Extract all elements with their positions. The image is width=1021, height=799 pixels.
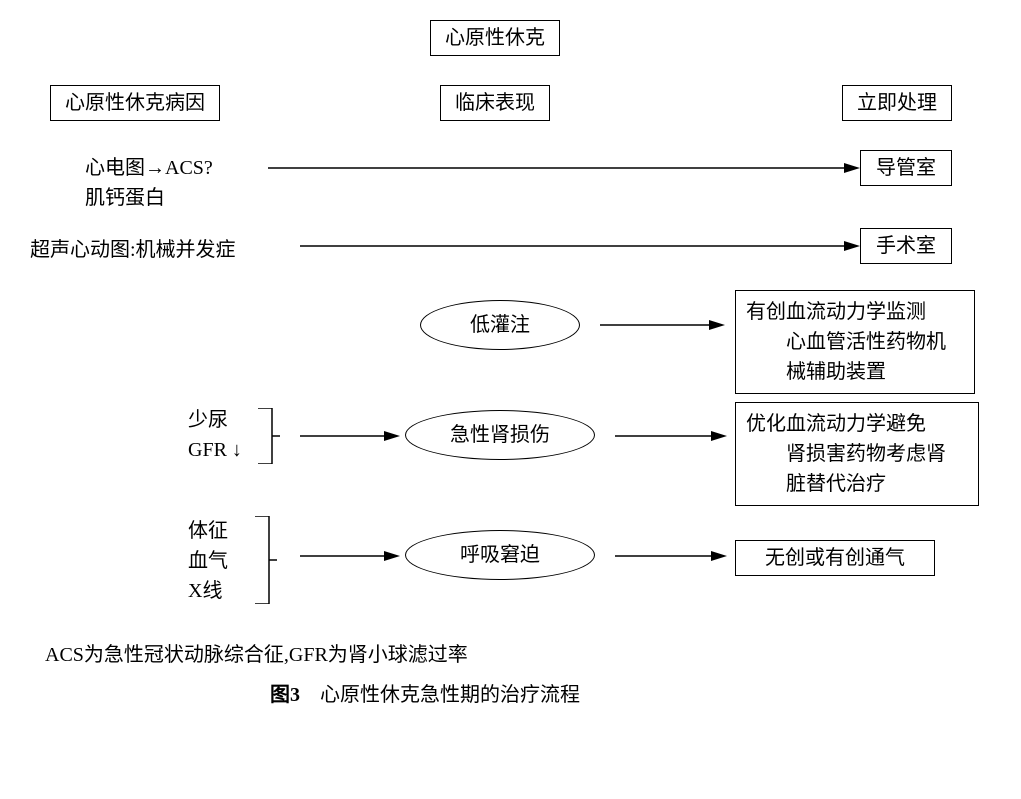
row3-arrow — [600, 317, 725, 333]
row4-right-line2: 肾损害药物考虑肾 — [746, 439, 968, 469]
row1-arrow — [268, 160, 860, 176]
row5-center-label: 呼吸窘迫 — [460, 541, 540, 569]
row4-right-line1: 优化血流动力学避免 — [746, 409, 968, 439]
row3-center-label: 低灌注 — [470, 311, 530, 339]
row2-left-label: 超声心动图:机械并发症 — [30, 239, 236, 261]
row4-bracket-icon — [258, 408, 280, 464]
row1-right-box: 导管室 — [860, 150, 952, 186]
row5-bracket-icon — [255, 516, 277, 604]
row5-center-ellipse: 呼吸窘迫 — [405, 530, 595, 580]
row3-center-ellipse: 低灌注 — [420, 300, 580, 350]
caption-prefix: 图3 — [270, 684, 300, 706]
header-right-label: 立即处理 — [857, 89, 937, 117]
header-left: 心原性休克病因 — [50, 85, 220, 121]
footnote-text: ACS为急性冠状动脉综合征,GFR为肾小球滤过率 — [45, 640, 468, 670]
row5-left-text: 体征 血气 X线 — [188, 516, 228, 606]
row2-right-label: 手术室 — [876, 232, 936, 260]
row4-center-ellipse: 急性肾损伤 — [405, 410, 595, 460]
row5-arrow-left — [300, 548, 400, 564]
header-center: 临床表现 — [440, 85, 550, 121]
row2-right-box: 手术室 — [860, 228, 952, 264]
row1-left-text: 心电图→ACS? 肌钙蛋白 — [85, 153, 213, 213]
row4-left-line2: GFR ↓ — [188, 435, 242, 465]
title-label: 心原性休克 — [445, 24, 545, 52]
row5-right-box: 无创或有创通气 — [735, 540, 935, 576]
row4-left-line1: 少尿 — [188, 405, 242, 435]
header-left-label: 心原性休克病因 — [65, 89, 205, 117]
row5-arrow-right — [615, 548, 727, 564]
row3-right-line1: 有创血流动力学监测 — [746, 297, 964, 327]
row1-right-label: 导管室 — [876, 154, 936, 182]
header-right: 立即处理 — [842, 85, 952, 121]
row3-right-line2: 心血管活性药物机 — [746, 327, 964, 357]
row2-left-text: 超声心动图:机械并发症 — [30, 235, 236, 265]
diagram-canvas: 心原性休克 心原性休克病因 临床表现 立即处理 心电图→ACS? 肌钙蛋白 导管… — [0, 0, 1021, 799]
row1-left-line1: 心电图→ACS? — [85, 153, 213, 183]
row4-right-box: 优化血流动力学避免 肾损害药物考虑肾 脏替代治疗 — [735, 402, 979, 506]
row4-arrow-right — [615, 428, 727, 444]
caption-label: 心原性休克急性期的治疗流程 — [320, 684, 580, 706]
row1-left-line2: 肌钙蛋白 — [85, 183, 213, 213]
header-center-label: 临床表现 — [455, 89, 535, 117]
row5-left-line3: X线 — [188, 576, 228, 606]
row4-right-line3: 脏替代治疗 — [746, 469, 968, 499]
title-box: 心原性休克 — [430, 20, 560, 56]
row4-center-label: 急性肾损伤 — [450, 421, 550, 449]
row4-left-text: 少尿 GFR ↓ — [188, 405, 242, 465]
footnote-label: ACS为急性冠状动脉综合征,GFR为肾小球滤过率 — [45, 644, 468, 666]
row5-left-line1: 体征 — [188, 516, 228, 546]
row3-right-box: 有创血流动力学监测 心血管活性药物机 械辅助装置 — [735, 290, 975, 394]
row3-right-line3: 械辅助装置 — [746, 357, 964, 387]
row2-arrow — [300, 238, 860, 254]
caption-text: 图3 心原性休克急性期的治疗流程 — [270, 680, 580, 710]
row5-left-line2: 血气 — [188, 546, 228, 576]
row4-arrow-left — [300, 428, 400, 444]
row5-right-label: 无创或有创通气 — [765, 544, 905, 572]
